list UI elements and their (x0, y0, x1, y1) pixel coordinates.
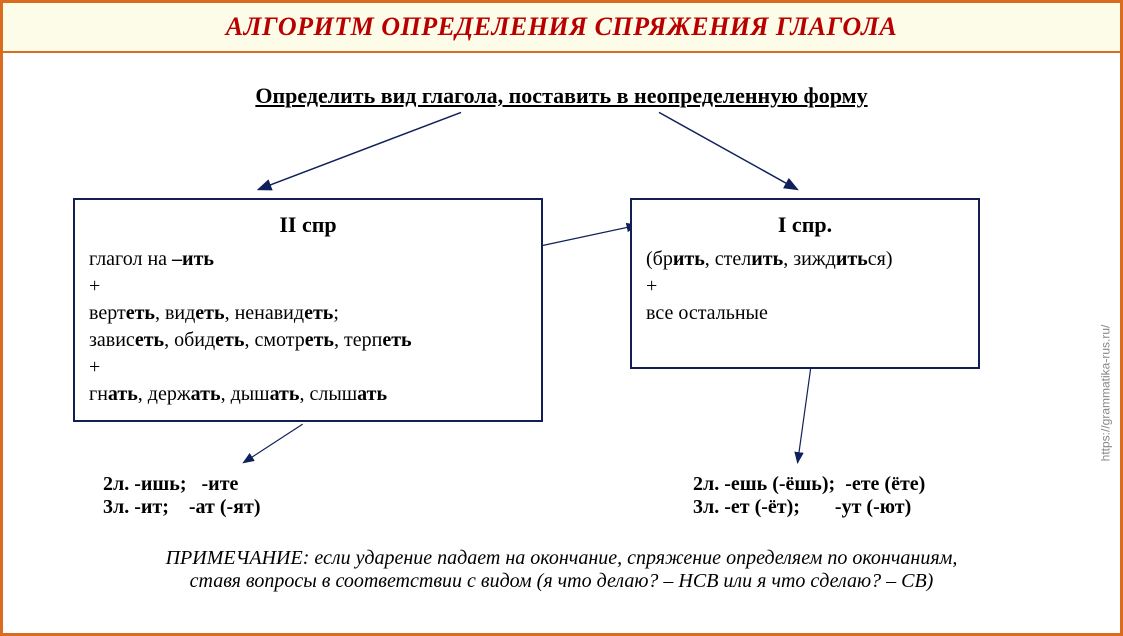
box1-line1: (брить, стелить, зиждиться) (646, 246, 964, 273)
box-second-conjugation: II спр глагол на –ить + вертеть, видеть,… (73, 198, 543, 422)
box2-line1-bold: –ить (172, 248, 214, 270)
box1-spacer (646, 327, 964, 355)
endings-first-conjugation: 2л. -ешь (-ёшь); -ете (ёте) 3л. -ет (-ёт… (693, 473, 925, 519)
box2-line1: глагол на –ить (89, 246, 527, 273)
page-title: АЛГОРИТМ ОПРЕДЕЛЕНИЯ СПРЯЖЕНИЯ ГЛАГОЛА (226, 12, 897, 42)
endings2-line1: 2л. -ишь; -ите (103, 473, 260, 496)
box2-line2: вертеть, видеть, ненавидеть; (89, 300, 527, 327)
box1-line2: все остальные (646, 300, 964, 327)
note-line2: ставя вопросы в соответствии с видом (я … (3, 570, 1120, 593)
box2-line1-pre: глагол на (89, 248, 172, 270)
arrow-top-to-right (659, 112, 798, 189)
box2-plus1: + (89, 273, 527, 300)
box2-plus2: + (89, 354, 527, 381)
box-first-conjugation: I спр. (брить, стелить, зиждиться) + все… (630, 198, 980, 369)
arrow-top-to-left (258, 112, 461, 189)
watermark-text: https://grammatika-rus.ru/ (1098, 325, 1112, 462)
content-area: Определить вид глагола, поставить в неоп… (3, 53, 1120, 633)
note-label: ПРИМЕЧАНИЕ (166, 547, 303, 569)
note-line1: ПРИМЕЧАНИЕ: если ударение падает на окон… (3, 547, 1120, 570)
box2-header: II спр (89, 210, 527, 240)
endings-second-conjugation: 2л. -ишь; -ите 3л. -ит; -ат (-ят) (103, 473, 260, 519)
box2-line3: зависеть, обидеть, смотреть, терпеть (89, 327, 527, 354)
arrow-left-box-to-right-box (540, 225, 637, 246)
title-band: АЛГОРИТМ ОПРЕДЕЛЕНИЯ СПРЯЖЕНИЯ ГЛАГОЛА (3, 3, 1120, 53)
frame: АЛГОРИТМ ОПРЕДЕЛЕНИЯ СПРЯЖЕНИЯ ГЛАГОЛА О… (0, 0, 1123, 636)
note: ПРИМЕЧАНИЕ: если ударение падает на окон… (3, 547, 1120, 593)
box1-plus: + (646, 273, 964, 300)
top-instruction: Определить вид глагола, поставить в неоп… (3, 83, 1120, 109)
endings2-line2: 3л. -ит; -ат (-ят) (103, 496, 260, 519)
box1-header: I спр. (646, 210, 964, 240)
note-rest1: : если ударение падает на окончание, спр… (303, 547, 958, 569)
endings1-line2: 3л. -ет (-ёт); -ут (-ют) (693, 496, 925, 519)
endings1-line1: 2л. -ешь (-ёшь); -ете (ёте) (693, 473, 925, 496)
arrow-left-box-down (243, 424, 302, 463)
box2-line4: гнать, держать, дышать, слышать (89, 381, 527, 408)
watermark: https://grammatika-rus.ru/ (1096, 253, 1114, 533)
